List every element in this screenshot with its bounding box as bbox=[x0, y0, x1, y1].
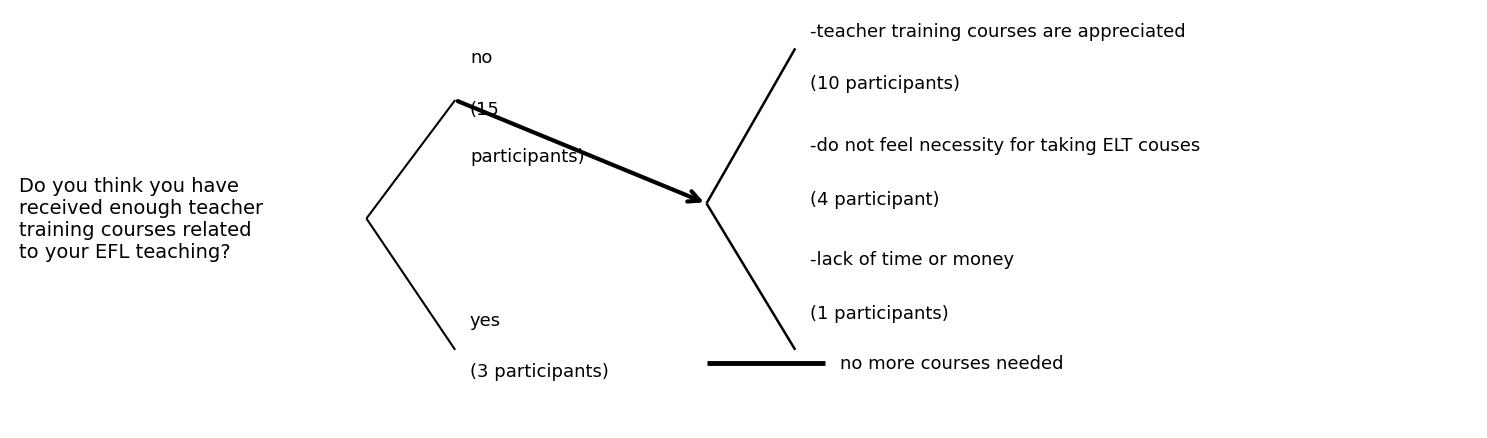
Text: no: no bbox=[470, 49, 492, 67]
Text: (10 participants): (10 participants) bbox=[810, 74, 961, 92]
Text: yes: yes bbox=[470, 311, 501, 329]
Text: -teacher training courses are appreciated: -teacher training courses are appreciate… bbox=[810, 23, 1185, 41]
Text: Do you think you have
received enough teacher
training courses related
to your E: Do you think you have received enough te… bbox=[19, 177, 263, 261]
Text: participants): participants) bbox=[470, 148, 584, 166]
Text: no more courses needed: no more courses needed bbox=[840, 354, 1063, 372]
Text: (3 participants): (3 participants) bbox=[470, 363, 608, 381]
Text: -lack of time or money: -lack of time or money bbox=[810, 251, 1014, 269]
Text: (15: (15 bbox=[470, 100, 500, 118]
Text: -do not feel necessity for taking ELT couses: -do not feel necessity for taking ELT co… bbox=[810, 137, 1200, 155]
Text: (1 participants): (1 participants) bbox=[810, 304, 949, 322]
Text: (4 participant): (4 participant) bbox=[810, 191, 940, 208]
